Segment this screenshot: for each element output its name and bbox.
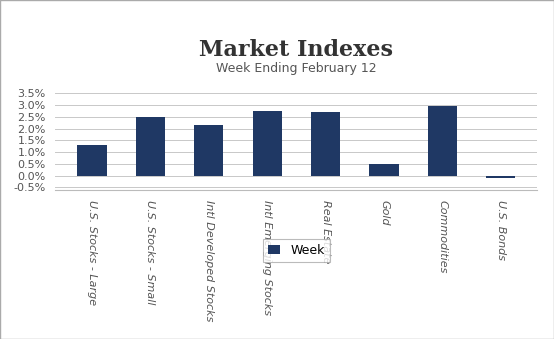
Bar <box>78 145 106 176</box>
Bar <box>311 112 340 176</box>
Title: Market Indexes: Market Indexes <box>199 39 393 61</box>
Bar <box>194 125 223 176</box>
Text: Week Ending February 12: Week Ending February 12 <box>216 62 377 75</box>
Bar <box>370 164 399 176</box>
Bar <box>428 106 457 176</box>
Legend: Week: Week <box>263 239 330 262</box>
Bar <box>486 176 515 178</box>
Bar <box>136 117 165 176</box>
Bar <box>253 111 282 176</box>
